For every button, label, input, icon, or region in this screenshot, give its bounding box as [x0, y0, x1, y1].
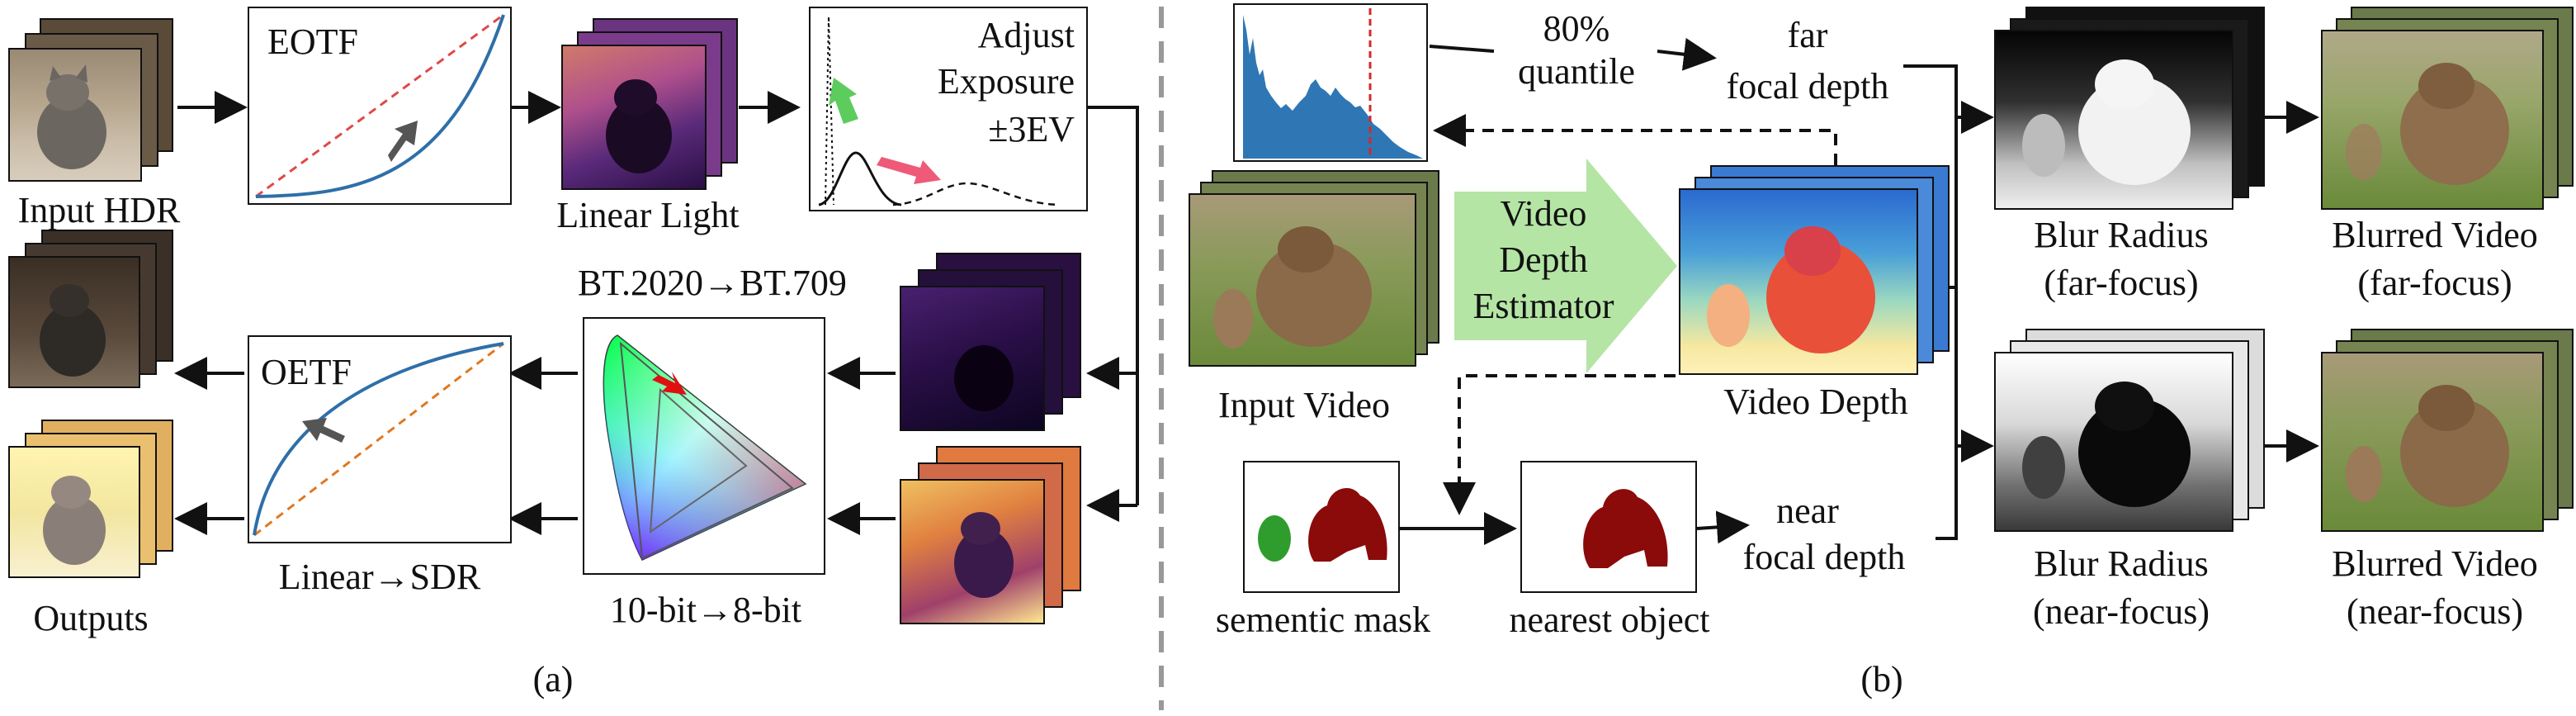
- blurred-far-image: [2321, 30, 2544, 210]
- dark-output-image: [900, 286, 1045, 431]
- blur-near-label-1: Blur Radius: [2034, 543, 2209, 584]
- quantile-label-1: 80%: [1543, 8, 1610, 49]
- input-hdr-label: Input HDR: [17, 190, 181, 230]
- video-depth-label: Video Depth: [1723, 382, 1908, 422]
- nearest-red-blob: [1583, 489, 1668, 568]
- blurred-near-label-2: (near-focus): [2346, 591, 2524, 632]
- semantic-mask-label: sementic mask: [1215, 600, 1431, 640]
- bt2020-triangle: [619, 341, 794, 560]
- far-focal-label-2: focal depth: [1726, 66, 1889, 107]
- quantile-label-2: quantile: [1518, 51, 1635, 92]
- blur-near-image: [1994, 352, 2233, 532]
- gamut-red-arrow: [652, 372, 687, 395]
- nearest-object-label: nearest object: [1509, 600, 1710, 640]
- linear-sdr-label: Linear→SDR: [278, 557, 481, 597]
- linear-light-label: Linear Light: [556, 195, 740, 235]
- gamut-box: [583, 317, 825, 575]
- estimator-label-3: Estimator: [1472, 286, 1614, 326]
- dashed-depth-to-mask: [1443, 374, 1676, 515]
- input-video-label: Input Video: [1218, 385, 1390, 425]
- output-stack-top: [8, 230, 182, 391]
- nearest-object-box: [1520, 461, 1697, 593]
- arrow-hist-to-quantile: [1429, 45, 1495, 53]
- video-depth-image: [1679, 188, 1918, 375]
- near-focal-label-2: focal depth: [1742, 537, 1906, 577]
- pink-arrow: [877, 157, 941, 184]
- connector-near-focal: [1936, 446, 1958, 540]
- adjust-label-1: Adjust: [977, 15, 1075, 55]
- exposure-dashed-curve: [892, 182, 1059, 206]
- blur-far-image: [1994, 30, 2233, 210]
- adjust-label-3: ±3EV: [988, 109, 1075, 149]
- estimator-label-1: Video: [1500, 193, 1587, 234]
- mask-red-blob: [1308, 487, 1387, 562]
- blurred-far-label-1: Blurred Video: [2332, 215, 2538, 255]
- adjust-exposure-box: Adjust Exposure ±3EV: [809, 7, 1088, 211]
- exposure-solid-curve: [818, 151, 902, 206]
- oetf-box: OETF: [248, 335, 512, 543]
- eotf-box: EOTF: [248, 7, 512, 205]
- outputs-label: Outputs: [33, 598, 149, 638]
- video-depth-estimator: [1454, 159, 1677, 373]
- dashed-depth-to-hist: [1433, 114, 1837, 165]
- semantic-mask-box: [1243, 461, 1400, 593]
- input-hdr-image: [8, 48, 142, 182]
- histogram-bars: [1243, 15, 1423, 159]
- input-video-image: [1189, 193, 1416, 367]
- estimator-label-2: Depth: [1499, 239, 1588, 280]
- arrow-nearest-to-near: [1696, 510, 1750, 544]
- blur-far-label-2: (far-focus): [2044, 263, 2199, 303]
- bt709-triangle: [649, 387, 748, 534]
- blur-near-stack: [1994, 329, 2266, 538]
- blurred-near-label-1: Blurred Video: [2332, 543, 2538, 584]
- exposure-dotted-curve: [825, 16, 834, 206]
- input-video-stack: [1189, 170, 1453, 380]
- dark-output-stack: [900, 253, 1089, 436]
- output-bottom-image: [8, 446, 140, 578]
- green-arrow: [829, 78, 858, 124]
- blur-near-label-2: (near-focus): [2032, 591, 2210, 632]
- oetf-title: OETF: [261, 352, 352, 392]
- connector-exposure-down: [1088, 106, 1139, 505]
- bit-depth-label: 10-bit→8-bit: [609, 590, 802, 630]
- depth-histogram: [1233, 3, 1428, 162]
- output-top-image: [8, 256, 140, 388]
- adjust-label-2: Exposure: [937, 61, 1075, 102]
- bt-conversion-label: BT.2020→BT.709: [578, 263, 847, 303]
- blurred-near-image: [2321, 352, 2544, 532]
- oetf-curve: [253, 342, 504, 536]
- input-hdr-stack: [8, 18, 173, 183]
- linear-light-stack: [561, 18, 739, 192]
- eotf-title: EOTF: [267, 21, 358, 62]
- panel-a-caption: (a): [532, 659, 574, 699]
- bright-output-image: [900, 479, 1045, 624]
- linear-light-image: [561, 45, 707, 190]
- eotf-diagonal: [255, 13, 504, 198]
- video-depth-stack: [1679, 165, 1951, 375]
- mask-green-blob: [1258, 515, 1291, 562]
- blur-far-label-1: Blur Radius: [2034, 215, 2209, 255]
- blurred-far-stack: [2321, 7, 2575, 216]
- arrow-quantile-to-far: [1657, 37, 1717, 71]
- bright-output-stack: [900, 446, 1089, 629]
- blurred-far-label-2: (far-focus): [2357, 263, 2512, 303]
- eotf-grey-arrow: [388, 121, 418, 162]
- connector-far-focal: [1903, 64, 1958, 117]
- far-focal-label-1: far: [1787, 15, 1828, 55]
- output-stack-bottom: [8, 420, 182, 593]
- oetf-grey-arrow: [302, 418, 345, 443]
- eotf-curve: [255, 14, 505, 198]
- near-focal-label-1: near: [1776, 491, 1839, 531]
- oetf-diagonal: [253, 342, 504, 537]
- panel-b-caption: (b): [1860, 659, 1903, 699]
- blurred-near-stack: [2321, 329, 2575, 538]
- blur-far-stack: [1994, 7, 2266, 216]
